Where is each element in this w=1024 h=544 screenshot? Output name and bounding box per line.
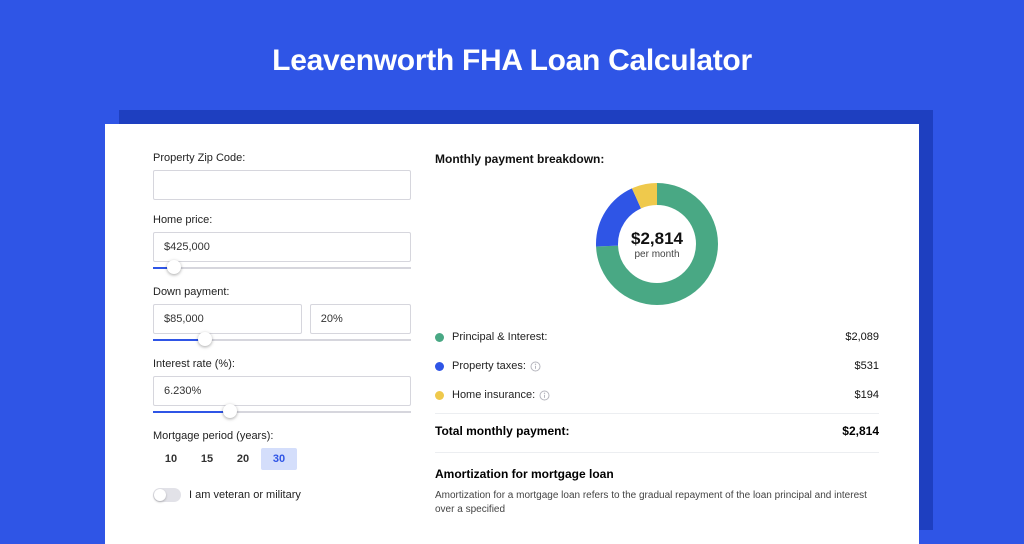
amortization-text: Amortization for a mortgage loan refers …: [435, 489, 879, 517]
breakdown-value: $194: [855, 389, 879, 401]
legend-swatch: [435, 391, 444, 400]
down-payment-slider[interactable]: [153, 336, 411, 344]
period-option-20[interactable]: 20: [225, 448, 261, 470]
home-price-label: Home price:: [153, 214, 411, 226]
info-icon[interactable]: [530, 361, 541, 372]
period-option-15[interactable]: 15: [189, 448, 225, 470]
breakdown-value: $531: [855, 360, 879, 372]
home-price-input[interactable]: [153, 232, 411, 262]
form-column: Property Zip Code: Home price: Down paym…: [153, 152, 411, 544]
breakdown-row: Principal & Interest: $2,089: [435, 322, 879, 351]
breakdown-label: Property taxes:: [452, 360, 526, 372]
breakdown-label: Principal & Interest:: [452, 331, 547, 343]
legend-swatch: [435, 333, 444, 342]
total-row: Total monthly payment: $2,814: [435, 413, 879, 450]
zip-input[interactable]: [153, 170, 411, 200]
breakdown-row: Home insurance: $194: [435, 380, 879, 409]
slider-thumb[interactable]: [198, 332, 212, 346]
interest-label: Interest rate (%):: [153, 358, 411, 370]
donut-chart: $2,814 per month: [435, 172, 879, 322]
total-value: $2,814: [842, 424, 879, 438]
donut-center-value: $2,814: [631, 229, 683, 249]
breakdown-value: $2,089: [845, 331, 879, 343]
veteran-label: I am veteran or military: [189, 489, 301, 501]
veteran-toggle[interactable]: [153, 488, 181, 502]
breakdown-label: Home insurance:: [452, 389, 535, 401]
down-payment-label: Down payment:: [153, 286, 411, 298]
period-option-30[interactable]: 30: [261, 448, 297, 470]
info-icon[interactable]: [539, 390, 550, 401]
total-label: Total monthly payment:: [435, 424, 569, 438]
breakdown-title: Monthly payment breakdown:: [435, 152, 879, 166]
calculator-panel: Property Zip Code: Home price: Down paym…: [105, 124, 919, 544]
period-label: Mortgage period (years):: [153, 430, 411, 442]
home-price-slider[interactable]: [153, 264, 411, 272]
down-payment-pct-input[interactable]: [310, 304, 411, 334]
breakdown-row: Property taxes: $531: [435, 351, 879, 380]
zip-label: Property Zip Code:: [153, 152, 411, 164]
period-option-10[interactable]: 10: [153, 448, 189, 470]
slider-thumb[interactable]: [223, 404, 237, 418]
breakdown-rows: Principal & Interest: $2,089 Property taxe…: [435, 322, 879, 409]
donut-center-sub: per month: [634, 249, 679, 260]
interest-slider[interactable]: [153, 408, 411, 416]
amortization-title: Amortization for mortgage loan: [435, 467, 879, 481]
down-payment-amount-input[interactable]: [153, 304, 302, 334]
period-options: 10152030: [153, 448, 411, 470]
breakdown-column: Monthly payment breakdown: $2,814 per mo…: [411, 152, 879, 544]
slider-thumb[interactable]: [167, 260, 181, 274]
interest-input[interactable]: [153, 376, 411, 406]
legend-swatch: [435, 362, 444, 371]
amortization-section: Amortization for mortgage loan Amortizat…: [435, 452, 879, 517]
page-title: Leavenworth FHA Loan Calculator: [0, 0, 1024, 78]
